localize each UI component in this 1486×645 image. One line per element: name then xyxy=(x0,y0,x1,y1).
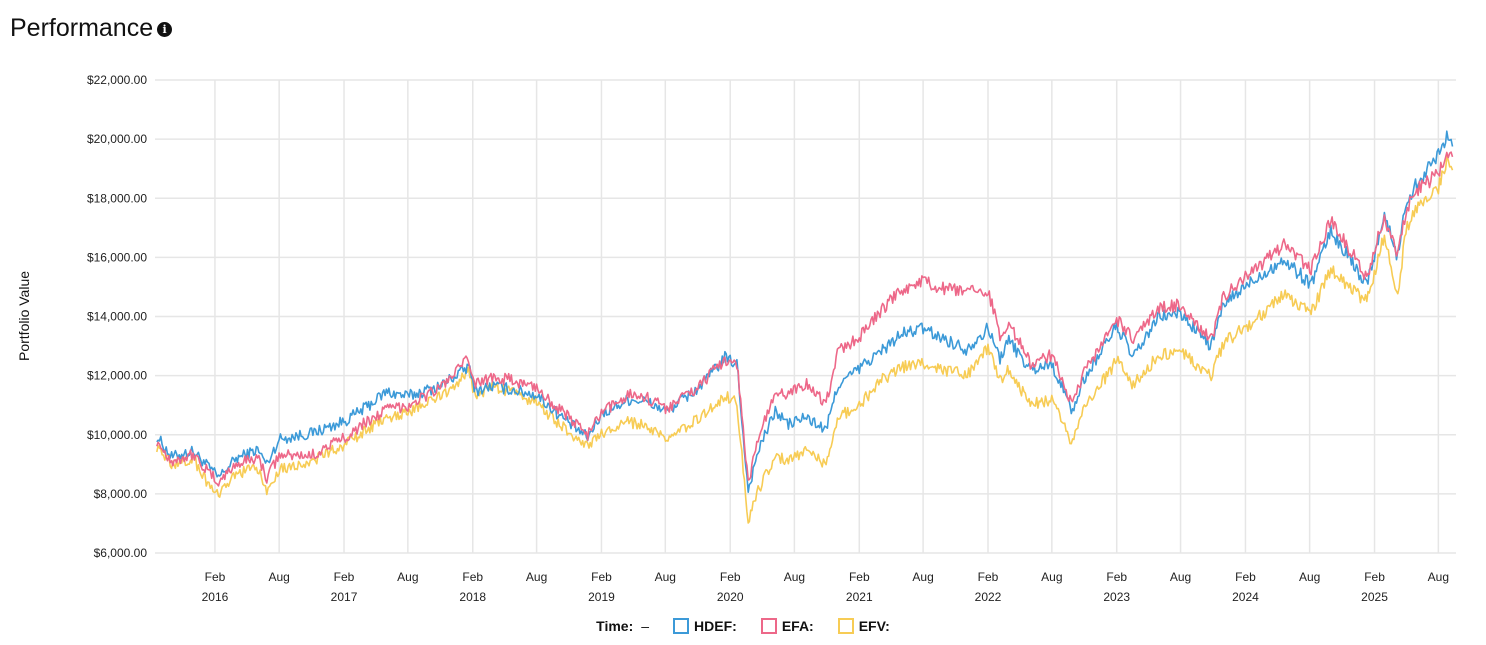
y-tick-label: $10,000.00 xyxy=(87,428,147,442)
series-line-efa xyxy=(156,151,1454,487)
x-tick-year: 2018 xyxy=(459,590,486,604)
y-tick-label: $14,000.00 xyxy=(87,310,147,324)
legend-label-efv: EFV: xyxy=(858,618,890,634)
x-tick-year: 2022 xyxy=(975,590,1002,604)
legend-swatch-hdef xyxy=(673,618,690,634)
x-tick-label: Aug xyxy=(1299,570,1320,584)
y-tick-label: $20,000.00 xyxy=(87,132,147,146)
x-tick-label: Feb xyxy=(1364,570,1385,584)
x-tick-label: Aug xyxy=(784,570,805,584)
legend-time-value: – xyxy=(641,618,650,634)
y-tick-label: $22,000.00 xyxy=(87,73,147,87)
x-tick-label: Feb xyxy=(591,570,612,584)
x-tick-label: Aug xyxy=(268,570,289,584)
x-tick-year: 2023 xyxy=(1103,590,1130,604)
info-icon[interactable]: i xyxy=(157,22,173,37)
legend-label-efa: EFA: xyxy=(781,618,814,634)
y-tick-label: $12,000.00 xyxy=(87,369,147,383)
y-tick-label: $8,000.00 xyxy=(94,487,148,501)
x-tick-year: 2019 xyxy=(588,590,615,604)
y-axis-ticks: $6,000.00 $8,000.00 $10,000.00 $12,000.00 $1… xyxy=(87,73,147,560)
legend-time-label: Time: xyxy=(596,618,634,634)
x-tick-label: Feb xyxy=(720,570,741,584)
x-tick-label: Aug xyxy=(397,570,418,584)
x-tick-label: Feb xyxy=(205,570,226,584)
legend-label-hdef: HDEF: xyxy=(694,618,737,634)
x-tick-label: Feb xyxy=(462,570,483,584)
x-tick-year: 2016 xyxy=(202,590,229,604)
x-tick-label: Feb xyxy=(1106,570,1127,584)
series-lines xyxy=(156,130,1454,524)
x-tick-label: Feb xyxy=(334,570,355,584)
x-tick-year: 2017 xyxy=(331,590,358,604)
x-tick-label: Aug xyxy=(526,570,547,584)
chart-header: Performance i xyxy=(10,14,173,43)
legend-swatch-efv xyxy=(837,618,854,634)
chart-title: Performance xyxy=(10,14,154,42)
x-tick-label: Feb xyxy=(1235,570,1256,584)
y-tick-label: $16,000.00 xyxy=(87,250,147,264)
series-line-hdef xyxy=(156,130,1454,493)
legend-time: Time: – xyxy=(596,618,649,634)
x-tick-label: Aug xyxy=(912,570,933,584)
legend: Time: – HDEF: EFA: EFV: xyxy=(0,618,1486,634)
x-tick-year: 2020 xyxy=(717,590,744,604)
x-tick-label: Feb xyxy=(978,570,999,584)
x-tick-label: Aug xyxy=(1170,570,1191,584)
x-tick-label: Aug xyxy=(1041,570,1062,584)
x-tick-year: 2024 xyxy=(1232,590,1259,604)
x-tick-year: 2025 xyxy=(1361,590,1388,604)
y-axis-label: Portfolio Value xyxy=(16,271,32,361)
y-tick-label: $18,000.00 xyxy=(87,191,147,205)
legend-item-hdef[interactable]: HDEF: xyxy=(673,618,737,634)
x-tick-year: 2021 xyxy=(846,590,873,604)
x-tick-label: Aug xyxy=(655,570,676,584)
legend-item-efv[interactable]: EFV: xyxy=(837,618,890,634)
x-tick-label: Aug xyxy=(1428,570,1449,584)
legend-swatch-efa xyxy=(760,618,777,634)
x-axis-ticks: Feb 2016 Aug Feb 2017 Aug Feb 2018 Aug Feb 2019 Aug… xyxy=(202,570,1449,604)
legend-item-efa[interactable]: EFA: xyxy=(760,618,814,634)
y-tick-label: $6,000.00 xyxy=(94,546,148,560)
x-tick-label: Feb xyxy=(849,570,870,584)
series-line-efv xyxy=(156,155,1454,524)
grid-lines xyxy=(155,79,1456,554)
